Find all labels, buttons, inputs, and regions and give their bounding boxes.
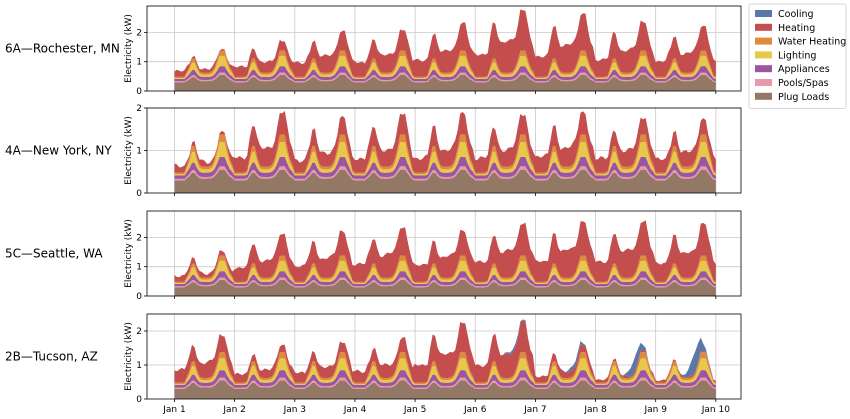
legend-label: Cooling xyxy=(778,9,814,20)
area-lighting xyxy=(174,358,716,385)
area-appliances xyxy=(174,271,716,287)
y-axis-label: Electricity (kW) xyxy=(124,322,134,391)
legend: Cooling Heating Water Heating Lighting Appli… xyxy=(748,3,847,109)
legend-item-pools-spas: Pools/Spas xyxy=(755,78,829,89)
legend-label: Water Heating xyxy=(778,37,846,48)
axes-frame xyxy=(146,210,742,297)
xtick-label: Jan 1 xyxy=(162,405,185,415)
area-plug-loads xyxy=(174,380,716,399)
ytick-label: 1 xyxy=(136,58,142,68)
ytick-label: 1 xyxy=(136,263,142,273)
area-appliances xyxy=(174,156,716,179)
stacked-areas xyxy=(174,220,716,296)
stacked-areas xyxy=(174,319,716,399)
legend-item-lighting: Lighting xyxy=(755,50,816,61)
xtick-label: Jan 10 xyxy=(701,405,730,415)
axes-frame xyxy=(146,5,742,92)
legend-swatch xyxy=(755,92,772,100)
area-pools-spas xyxy=(174,166,716,181)
xtick-label: Jan 3 xyxy=(283,405,306,415)
area-heating xyxy=(174,110,716,173)
panel-label: 2B—Tucson, AZ xyxy=(5,350,98,364)
panel-label: 4A—New York, NY xyxy=(5,144,112,158)
panel-label: 6A—Rochester, MN xyxy=(5,42,120,56)
y-axis-label: Electricity (kW) xyxy=(124,116,134,185)
legend-label: Plug Loads xyxy=(778,92,829,103)
area-lighting xyxy=(174,55,716,79)
stacked-areas xyxy=(174,9,716,91)
legend-label: Heating xyxy=(778,23,815,34)
ytick-label: 2 xyxy=(136,104,142,114)
xtick-label: Jan 6 xyxy=(463,405,487,415)
area-pools-spas xyxy=(174,277,716,288)
legend-swatch xyxy=(755,10,772,17)
legend-label: Appliances xyxy=(778,64,830,75)
xtick-label: Jan 9 xyxy=(643,405,667,415)
xtick-label: Jan 5 xyxy=(403,405,426,415)
area-heating xyxy=(174,220,716,282)
panel-label: 5C—Seattle, WA xyxy=(5,247,103,261)
legend-swatch xyxy=(755,51,772,59)
legend-item-plug-loads: Plug Loads xyxy=(755,92,829,103)
area-plug-loads xyxy=(174,169,716,193)
legend-item-cooling: Cooling xyxy=(755,9,814,20)
ytick-label: 2 xyxy=(136,28,142,38)
legend-label: Pools/Spas xyxy=(778,78,829,89)
y-axis-label: Electricity (kW) xyxy=(124,14,134,83)
area-pools-spas xyxy=(174,72,716,83)
xtick-label: Jan 8 xyxy=(583,405,607,415)
y-axis-label: Electricity (kW) xyxy=(124,219,134,288)
legend-item-water-heating: Water Heating xyxy=(755,37,846,48)
legend-label: Lighting xyxy=(778,50,816,61)
ytick-label: 1 xyxy=(136,147,142,157)
area-appliances xyxy=(174,66,716,82)
area-plug-loads xyxy=(174,74,716,91)
legend-item-appliances: Appliances xyxy=(755,64,830,75)
axes-frame xyxy=(146,313,742,400)
legend-swatch xyxy=(755,65,772,73)
ytick-label: 0 xyxy=(136,189,142,199)
area-appliances xyxy=(174,370,716,388)
ytick-label: 2 xyxy=(136,233,142,243)
area-lighting xyxy=(174,260,716,284)
legend-frame xyxy=(748,3,847,109)
xtick-label: Jan 2 xyxy=(222,405,245,415)
legend-item-heating: Heating xyxy=(755,23,815,34)
legend-swatch xyxy=(755,37,772,45)
area-pools-spas xyxy=(174,377,716,389)
legend-swatch xyxy=(755,79,772,86)
stacked-areas xyxy=(174,110,716,193)
area-lighting xyxy=(174,142,716,176)
ytick-label: 0 xyxy=(136,395,142,405)
area-heating xyxy=(174,320,716,383)
ytick-label: 0 xyxy=(136,292,142,302)
ytick-label: 0 xyxy=(136,87,142,97)
ytick-label: 1 xyxy=(136,361,142,371)
area-plug-loads xyxy=(174,279,716,296)
ytick-label: 2 xyxy=(136,327,142,337)
xtick-label: Jan 4 xyxy=(343,405,367,415)
xtick-label: Jan 7 xyxy=(523,405,546,415)
area-heating xyxy=(174,9,716,77)
legend-swatch xyxy=(755,23,772,31)
